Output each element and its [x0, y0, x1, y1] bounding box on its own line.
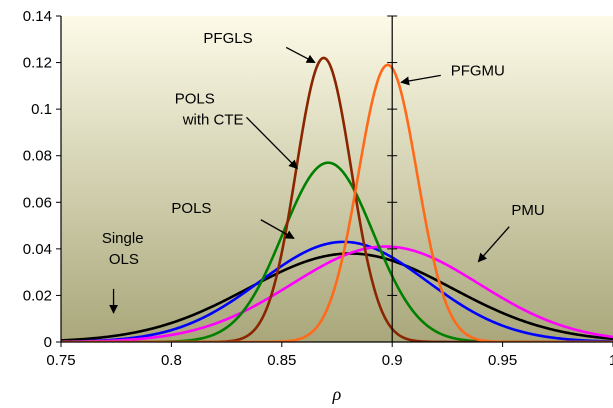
y-tick-label: 0.04	[23, 241, 52, 258]
axes	[60, 16, 613, 343]
annotation-arrow-pols	[260, 219, 295, 239]
x-axis-title: ρ	[332, 384, 342, 404]
x-tick-label: 1	[609, 352, 613, 369]
y-axis-ticks: 0 0.02 0.04 0.06 0.08 0.1 0.12 0.14	[23, 8, 61, 351]
x-tick-label: 0.85	[267, 352, 296, 369]
plot-area-background	[61, 16, 613, 342]
annotation-label-pfgmu: PFGMU	[451, 62, 505, 79]
y-tick-label: 0.14	[23, 8, 52, 25]
annotation-pols-with-cte: POLS with CTE	[175, 90, 298, 170]
reference-line-group	[387, 15, 398, 342]
annotation-pols: POLS	[171, 200, 295, 239]
x-tick-label: 0.95	[488, 352, 517, 369]
series-line-single-ols	[61, 252, 613, 342]
y-tick-label: 0.12	[23, 55, 52, 72]
annotation-arrow-pfgmu	[400, 74, 441, 86]
y-tick-label: 0	[44, 334, 52, 351]
annotation-single-ols: Single OLS	[102, 230, 144, 314]
x-tick-label: 0.75	[46, 352, 75, 369]
annotation-label-pmu: PMU	[511, 202, 544, 219]
x-axis-ticks: 0.75 0.8 0.85 0.9 0.95 1	[46, 342, 613, 369]
series-line-pmu	[61, 245, 613, 342]
annotation-arrow-pols-with-cte	[246, 116, 298, 170]
annotation-pfgls: PFGLS	[203, 30, 316, 64]
y-tick-label: 0.02	[23, 287, 52, 304]
y-tick-label: 0.08	[23, 148, 52, 165]
annotation-pmu: PMU	[477, 202, 545, 263]
annotation-label-pfgls: PFGLS	[203, 30, 252, 47]
annotation-label-single-ols: Single OLS	[102, 230, 144, 268]
y-tick-label: 0.1	[31, 101, 52, 118]
y-tick-label: 0.06	[23, 194, 52, 211]
annotation-arrow-pfgls	[285, 46, 316, 64]
annotations: PFGLS PFGMU POLS with CTE POLS PMU Single OLS	[102, 30, 545, 314]
annotation-label-pols-with-cte: POLS with CTE	[175, 90, 244, 128]
series-line-pols	[61, 240, 613, 342]
series-line-pfgls	[61, 56, 613, 342]
annotation-arrow-pmu	[477, 226, 510, 263]
x-tick-label: 0.9	[382, 352, 403, 369]
x-tick-label: 0.8	[161, 352, 182, 369]
annotation-label-pols: POLS	[171, 200, 211, 217]
annotation-pfgmu: PFGMU	[400, 62, 505, 86]
